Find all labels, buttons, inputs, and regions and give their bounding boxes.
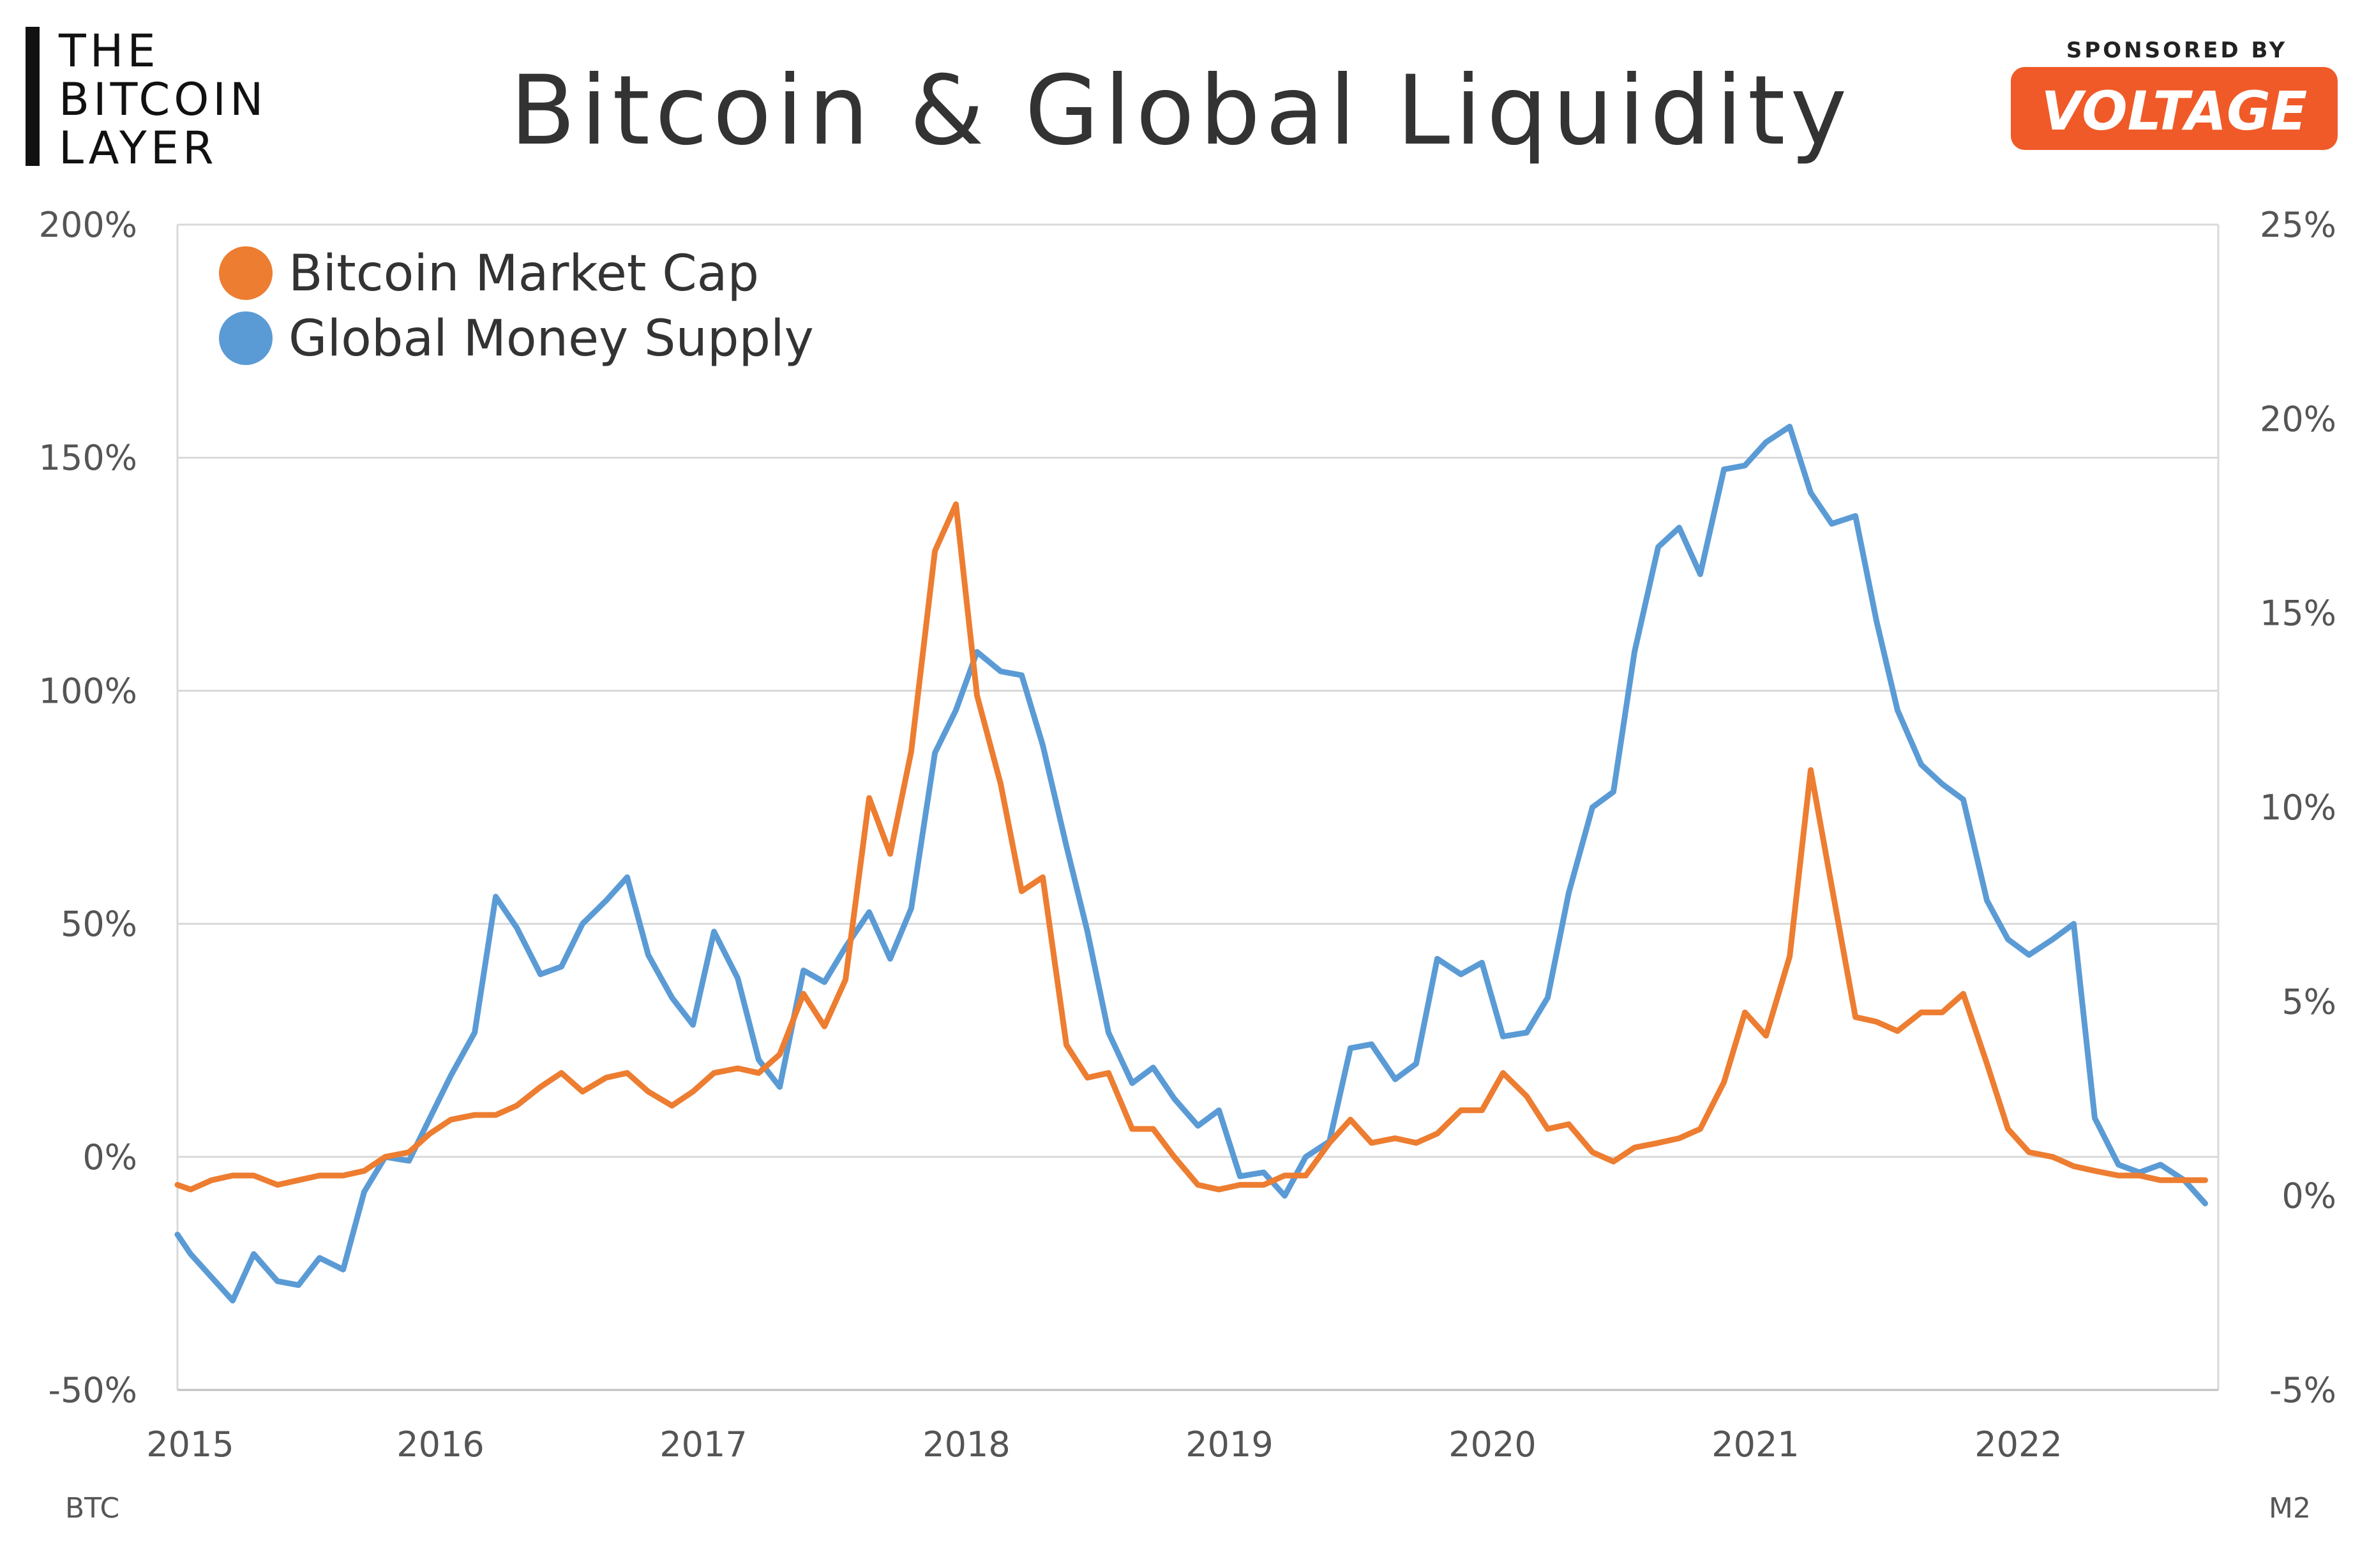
right-tick-label: 10% [2260,788,2336,828]
left-tick-label: 100% [39,671,137,711]
sponsor-name: VOLTAGE [2041,80,2308,142]
left-tick-label: 150% [39,438,137,478]
right-tick-label: 0% [2281,1176,2336,1216]
x-tick-label: 2020 [1448,1424,1536,1465]
right-tick-label: -5% [2269,1370,2336,1410]
logo-line-1: THE [58,25,160,77]
legend-marker-bitcoin [219,246,273,300]
right-tick-label: 25% [2260,205,2336,245]
right-tick-label: 5% [2281,982,2336,1022]
x-tick-label: 2015 [146,1424,234,1465]
sponsor-logo-background [2011,67,2338,150]
gridlines [177,223,2218,1158]
right-tick-label: 20% [2260,399,2336,439]
bitcoin-layer-logo: THE BITCOIN LAYER [26,25,267,174]
left-tick-label: 0% [82,1137,137,1177]
left-tick-label: 200% [39,205,137,245]
tick-labels: 200% 150% 100% 50% 0% -50% 25% 20% 15% 10% 5% 0% -5%… [39,205,2336,1465]
chart-title: Bitcoin & Global Liquidity [510,56,1853,167]
logo-line-3: LAYER [59,122,218,174]
legend-label-money-supply: Global Money Supply [289,310,814,368]
right-axis-label: M2 [2269,1492,2311,1525]
left-axis-label: BTC [65,1492,119,1525]
logo-bar [26,27,40,166]
axes [176,225,2220,1391]
sponsor-badge: SPONSORED BY VOLTAGE [2011,38,2338,150]
sponsor-label: SPONSORED BY [2066,38,2287,63]
x-tick-label: 2021 [1711,1424,1799,1465]
global-money-supply-line [174,424,2208,1304]
x-tick-label: 2016 [396,1424,484,1465]
series-lines [174,424,2208,1304]
legend-marker-money-supply [219,311,273,365]
right-tick-label: 15% [2260,594,2336,634]
logo-line-2: BITCOIN [59,73,267,126]
left-tick-label: 50% [61,904,137,945]
x-tick-label: 2022 [1974,1424,2062,1465]
x-tick-label: 2017 [659,1424,747,1465]
x-tick-label: 2019 [1185,1424,1273,1465]
x-tick-label: 2018 [922,1424,1010,1465]
bitcoin-market-cap-line [174,501,2208,1193]
legend: Bitcoin Market Cap Global Money Supply [219,245,814,368]
left-tick-label: -50% [48,1370,137,1410]
legend-label-bitcoin: Bitcoin Market Cap [289,245,759,302]
